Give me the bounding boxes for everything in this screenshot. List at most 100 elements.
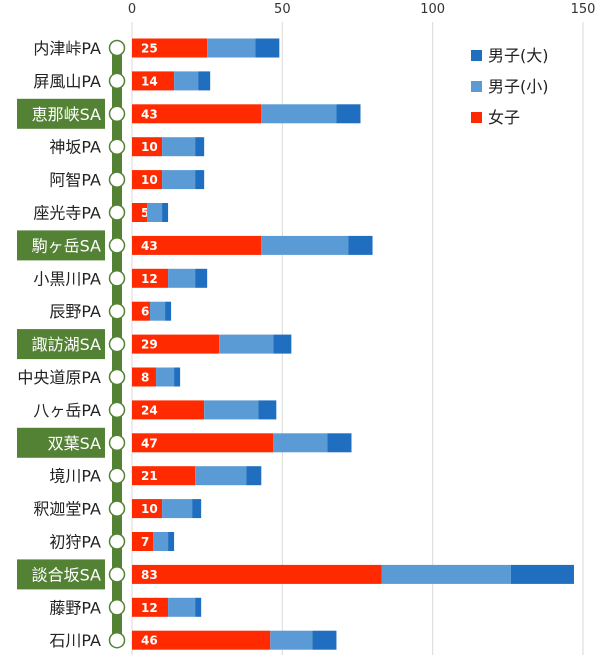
bar-segment	[132, 630, 271, 650]
bar-segment	[132, 564, 382, 584]
bar-segment	[162, 499, 193, 519]
station-marker	[108, 467, 126, 484]
data-label: 10	[141, 502, 158, 516]
bar-segment	[132, 499, 163, 519]
y-category-label: 双葉SA	[48, 434, 101, 453]
y-category-label: 小黒川PA	[33, 269, 101, 288]
data-label: 83	[141, 568, 158, 582]
y-category-label: 恵那峡SA	[32, 105, 101, 124]
station-marker	[108, 566, 126, 583]
station-marker	[108, 138, 126, 155]
y-category-label: 座光寺PA	[33, 204, 101, 223]
sa-label-background	[17, 329, 105, 360]
bar-segment	[165, 301, 172, 321]
legend: 男子(大) 男子(小) 女子	[471, 46, 549, 127]
bar-segment	[195, 170, 205, 190]
y-category-label: 中央道原PA	[17, 368, 101, 387]
bar-segment	[219, 334, 274, 354]
bar-segment	[270, 630, 313, 650]
y-category-label: 初狩PA	[49, 533, 101, 552]
bar-segment	[273, 334, 292, 354]
legend-label: 男子(小)	[488, 77, 549, 96]
bar-segment	[261, 104, 337, 124]
bar-segment	[195, 466, 247, 486]
data-label: 43	[141, 107, 158, 121]
data-label: 14	[141, 74, 158, 88]
bar-segment	[156, 367, 175, 387]
bar-segment	[132, 532, 154, 551]
y-category-label: 駒ヶ岳SA	[32, 236, 101, 255]
bar-segment	[132, 71, 175, 91]
bar-segment	[162, 203, 169, 222]
x-tick-label: 50	[274, 2, 291, 17]
station-marker	[108, 401, 126, 419]
bar-segment	[198, 71, 211, 91]
legend-label: 男子(大)	[488, 46, 549, 65]
x-tick-label: 150	[571, 2, 596, 17]
bar-segment	[246, 466, 262, 486]
bar-segment	[336, 104, 361, 124]
bar-segment	[204, 400, 259, 420]
bar-segment	[327, 433, 352, 453]
bar-segment	[207, 38, 256, 58]
data-label: 25	[141, 42, 158, 56]
y-category-label: 八ヶ岳PA	[33, 401, 101, 420]
bar-segment	[132, 38, 208, 58]
sa-label-background	[17, 98, 105, 129]
bar-segment	[132, 104, 262, 124]
station-marker	[108, 302, 126, 320]
data-label: 12	[141, 601, 158, 615]
bar-segment	[132, 235, 262, 255]
y-category-label: 釈迦堂PA	[33, 500, 101, 519]
bar-segment	[312, 630, 337, 650]
bar-segment	[132, 466, 196, 486]
category-labels: 内津峠PA 屏風山PA 恵那峡SA 神坂PA 阿智PA 座光寺PA 駒ヶ岳SA 小黒川PA 辰野…	[17, 39, 105, 650]
station-marker	[108, 39, 126, 57]
bar-segment	[162, 137, 196, 157]
bar-segment	[132, 400, 205, 420]
station-marker	[108, 105, 126, 123]
x-axis-ticks: 0 50 100 150	[128, 2, 596, 17]
bar-segment	[132, 334, 220, 354]
bar-segment	[168, 597, 196, 617]
data-label: 12	[141, 272, 158, 286]
bar-segment	[168, 268, 196, 288]
bar-segment	[381, 564, 511, 584]
bar-segment	[132, 203, 148, 222]
y-category-label: 内津峠PA	[33, 39, 101, 58]
bar-segment	[168, 532, 175, 551]
y-category-label: 阿智PA	[49, 171, 101, 190]
y-category-label: 石川PA	[49, 631, 101, 650]
bar-segment	[132, 170, 163, 190]
bar-segment	[153, 532, 169, 551]
bar-segment	[132, 367, 157, 387]
bars: 25 14 43 10 10 5 43 12 6 29 8 24 47 21 10 7 83 12 46	[132, 38, 574, 650]
station-marker	[108, 368, 126, 386]
bar-segment	[147, 203, 163, 222]
data-label: 6	[141, 305, 149, 319]
data-label: 29	[141, 338, 158, 352]
bar-segment	[348, 235, 373, 255]
station-marker	[108, 72, 126, 90]
station-marker	[108, 171, 126, 188]
data-label: 7	[141, 535, 149, 549]
data-label: 10	[141, 140, 158, 154]
y-category-label: 藤野PA	[49, 598, 101, 617]
y-category-label: 諏訪湖SA	[32, 335, 101, 354]
station-marker	[108, 204, 126, 221]
y-category-label: 談合坂SA	[32, 565, 101, 584]
legend-swatch	[471, 81, 482, 92]
bar-segment	[510, 564, 574, 584]
data-label: 47	[141, 436, 158, 450]
station-marker	[108, 631, 126, 649]
data-label: 24	[141, 403, 158, 417]
sa-label-background	[17, 559, 105, 590]
bar-segment	[132, 433, 274, 453]
y-category-label: 辰野PA	[49, 302, 101, 321]
data-label: 21	[141, 469, 158, 483]
bar-segment	[195, 268, 208, 288]
bar-segment	[273, 433, 328, 453]
data-label: 8	[141, 371, 149, 385]
x-tick-label: 100	[420, 2, 445, 17]
